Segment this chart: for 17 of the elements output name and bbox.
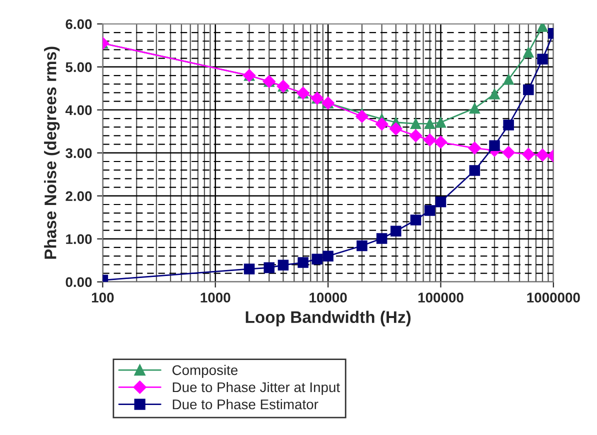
y-axis-title: Phase Noise (degrees rms) (44, 46, 60, 259)
legend-label: Due to Phase Estimator (172, 399, 318, 410)
y-tick-label: 0.00 (66, 277, 92, 288)
y-tick-label: 5.00 (66, 62, 92, 72)
x-tick-label: 1000 (200, 292, 230, 302)
y-tick-label: 6.00 (66, 19, 92, 30)
x-axis-title: Loop Bandwidth (Hz) (246, 310, 411, 326)
y-tick-label: 1.00 (66, 234, 92, 244)
x-tick-label: 100000 (418, 292, 464, 302)
y-tick-label: 4.00 (65, 105, 92, 116)
x-tick-label: 1000000 (527, 292, 580, 302)
legend-label: Composite (172, 364, 238, 378)
y-tick-label: 2.00 (66, 191, 92, 202)
legend-label: Due to Phase Jitter at Input (172, 382, 340, 395)
x-tick-label: 10000 (310, 292, 347, 302)
x-tick-label: 100 (92, 292, 114, 302)
y-tick-label: 3.00 (66, 148, 92, 158)
